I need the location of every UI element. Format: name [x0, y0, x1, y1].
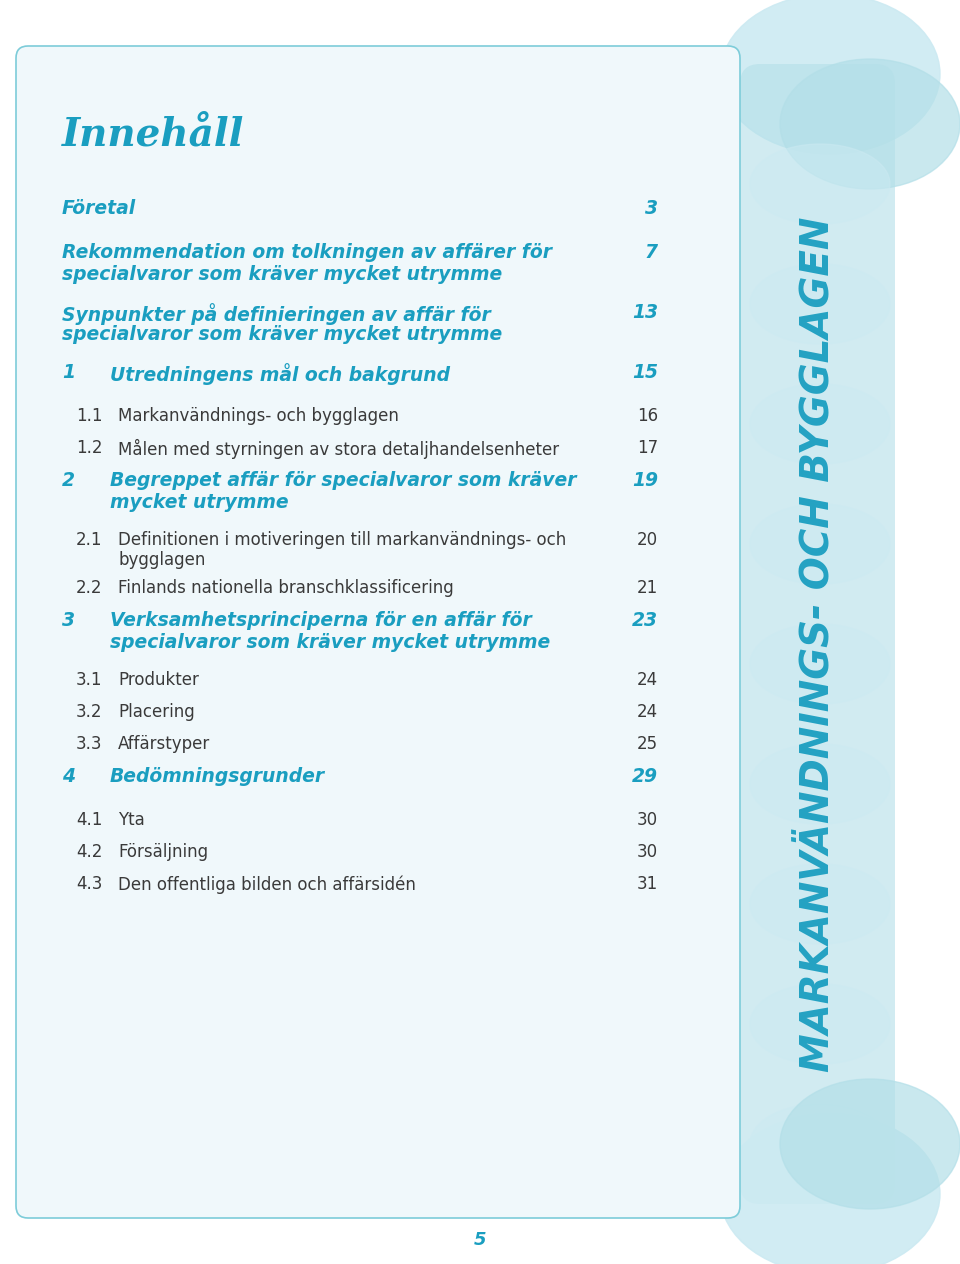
Text: 3: 3	[645, 198, 658, 217]
Text: 3.1: 3.1	[76, 671, 103, 689]
Ellipse shape	[750, 504, 890, 584]
Ellipse shape	[750, 144, 890, 224]
Ellipse shape	[720, 1114, 940, 1264]
Text: 2: 2	[62, 471, 75, 490]
Text: Rekommendation om tolkningen av affärer för: Rekommendation om tolkningen av affärer …	[62, 243, 552, 262]
Text: MARKANVÄNDNINGS- OCH BYGGLAGEN: MARKANVÄNDNINGS- OCH BYGGLAGEN	[799, 216, 837, 1072]
Text: Försäljning: Försäljning	[118, 843, 208, 861]
Text: 24: 24	[636, 703, 658, 720]
Text: Innehåll: Innehåll	[62, 116, 245, 154]
Text: 1.1: 1.1	[76, 407, 103, 425]
Text: Utredningens mål och bakgrund: Utredningens mål och bakgrund	[110, 363, 450, 386]
Text: 5: 5	[473, 1231, 487, 1249]
Text: 29: 29	[632, 767, 658, 786]
Ellipse shape	[750, 624, 890, 704]
Text: 3.2: 3.2	[76, 703, 103, 720]
Text: Placering: Placering	[118, 703, 195, 720]
Text: specialvaror som kräver mycket utrymme: specialvaror som kräver mycket utrymme	[62, 265, 502, 284]
Text: 1.2: 1.2	[76, 439, 103, 458]
Text: 13: 13	[632, 303, 658, 322]
Text: 7: 7	[645, 243, 658, 262]
Text: 17: 17	[636, 439, 658, 458]
Text: Produkter: Produkter	[118, 671, 199, 689]
Text: Synpunkter på definieringen av affär för: Synpunkter på definieringen av affär för	[62, 303, 491, 325]
Ellipse shape	[750, 264, 890, 344]
Text: 24: 24	[636, 671, 658, 689]
Text: 2.1: 2.1	[76, 531, 103, 549]
Ellipse shape	[780, 59, 960, 190]
Text: 19: 19	[632, 471, 658, 490]
Text: 21: 21	[636, 579, 658, 597]
Text: 4.2: 4.2	[76, 843, 103, 861]
Text: 20: 20	[636, 531, 658, 549]
Ellipse shape	[750, 384, 890, 464]
Text: 3: 3	[62, 611, 75, 629]
Text: Företal: Företal	[62, 198, 136, 217]
Text: 25: 25	[636, 734, 658, 753]
Text: 15: 15	[632, 363, 658, 382]
Text: Markanvändnings- och bygglagen: Markanvändnings- och bygglagen	[118, 407, 398, 425]
Text: 30: 30	[636, 811, 658, 829]
Ellipse shape	[750, 865, 890, 944]
Text: 30: 30	[636, 843, 658, 861]
Ellipse shape	[750, 983, 890, 1064]
Text: Bedömningsgrunder: Bedömningsgrunder	[110, 767, 325, 786]
Text: 2.2: 2.2	[76, 579, 103, 597]
Text: specialvaror som kräver mycket utrymme: specialvaror som kräver mycket utrymme	[110, 633, 550, 652]
Text: mycket utrymme: mycket utrymme	[110, 493, 289, 512]
Ellipse shape	[750, 744, 890, 824]
Text: 23: 23	[632, 611, 658, 629]
Text: bygglagen: bygglagen	[118, 551, 205, 569]
Text: Affärstyper: Affärstyper	[118, 734, 210, 753]
Text: Den offentliga bilden och affärsidén: Den offentliga bilden och affärsidén	[118, 875, 416, 894]
Ellipse shape	[720, 0, 940, 154]
Text: 3.3: 3.3	[76, 734, 103, 753]
FancyBboxPatch shape	[16, 46, 740, 1218]
Ellipse shape	[780, 1079, 960, 1208]
Text: Verksamhetsprinciperna för en affär för: Verksamhetsprinciperna för en affär för	[110, 611, 532, 629]
Text: 4.3: 4.3	[76, 875, 103, 892]
Text: 16: 16	[636, 407, 658, 425]
FancyBboxPatch shape	[740, 64, 895, 1205]
Ellipse shape	[750, 1103, 890, 1184]
Text: 1: 1	[62, 363, 75, 382]
Text: 4: 4	[62, 767, 75, 786]
Text: Yta: Yta	[118, 811, 145, 829]
Text: Definitionen i motiveringen till markanvändnings- och: Definitionen i motiveringen till markanv…	[118, 531, 566, 549]
Text: Finlands nationella branschklassificering: Finlands nationella branschklassificerin…	[118, 579, 454, 597]
Text: specialvaror som kräver mycket utrymme: specialvaror som kräver mycket utrymme	[62, 325, 502, 344]
Text: 31: 31	[636, 875, 658, 892]
Text: Målen med styrningen av stora detaljhandelsenheter: Målen med styrningen av stora detaljhand…	[118, 439, 559, 459]
Text: Begreppet affär för specialvaror som kräver: Begreppet affär för specialvaror som krä…	[110, 471, 577, 490]
Text: 4.1: 4.1	[76, 811, 103, 829]
